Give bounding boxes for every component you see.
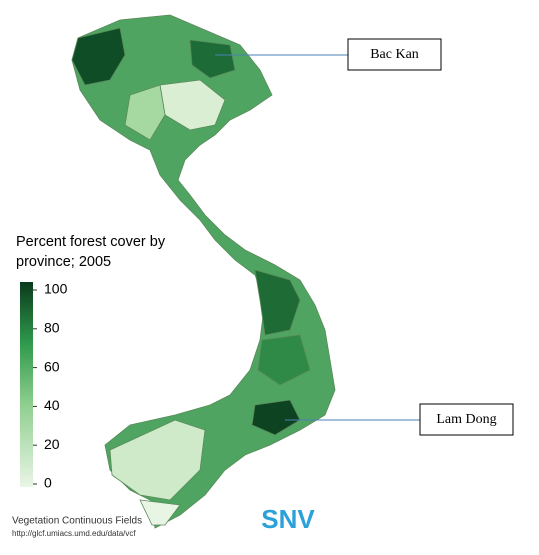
country-shape: [71, 14, 336, 529]
legend-title-line: province; 2005: [16, 254, 111, 270]
logo: SNV: [261, 504, 315, 534]
callout-box: [419, 403, 514, 436]
scale-tick-label: 40: [44, 397, 60, 413]
callout-box: [347, 38, 442, 71]
scale-tick-label: 0: [44, 475, 52, 491]
callout-label: Bac Kan: [370, 47, 419, 62]
scale-tick-label: 100: [44, 281, 68, 297]
legend-title-line: Percent forest cover by: [16, 234, 166, 250]
scale-tick-label: 20: [44, 436, 60, 452]
scale-tick-label: 80: [44, 320, 60, 336]
scale-tick-label: 60: [44, 358, 60, 374]
callout-label: Lam Dong: [436, 412, 496, 427]
source-url: http://glcf.umiacs.umd.edu/data/vcf: [12, 529, 136, 538]
legend-title: Percent forest cover by province; 2005: [16, 234, 166, 270]
source-text: Vegetation Continuous Fields: [12, 516, 142, 527]
color-scale: [20, 282, 33, 487]
